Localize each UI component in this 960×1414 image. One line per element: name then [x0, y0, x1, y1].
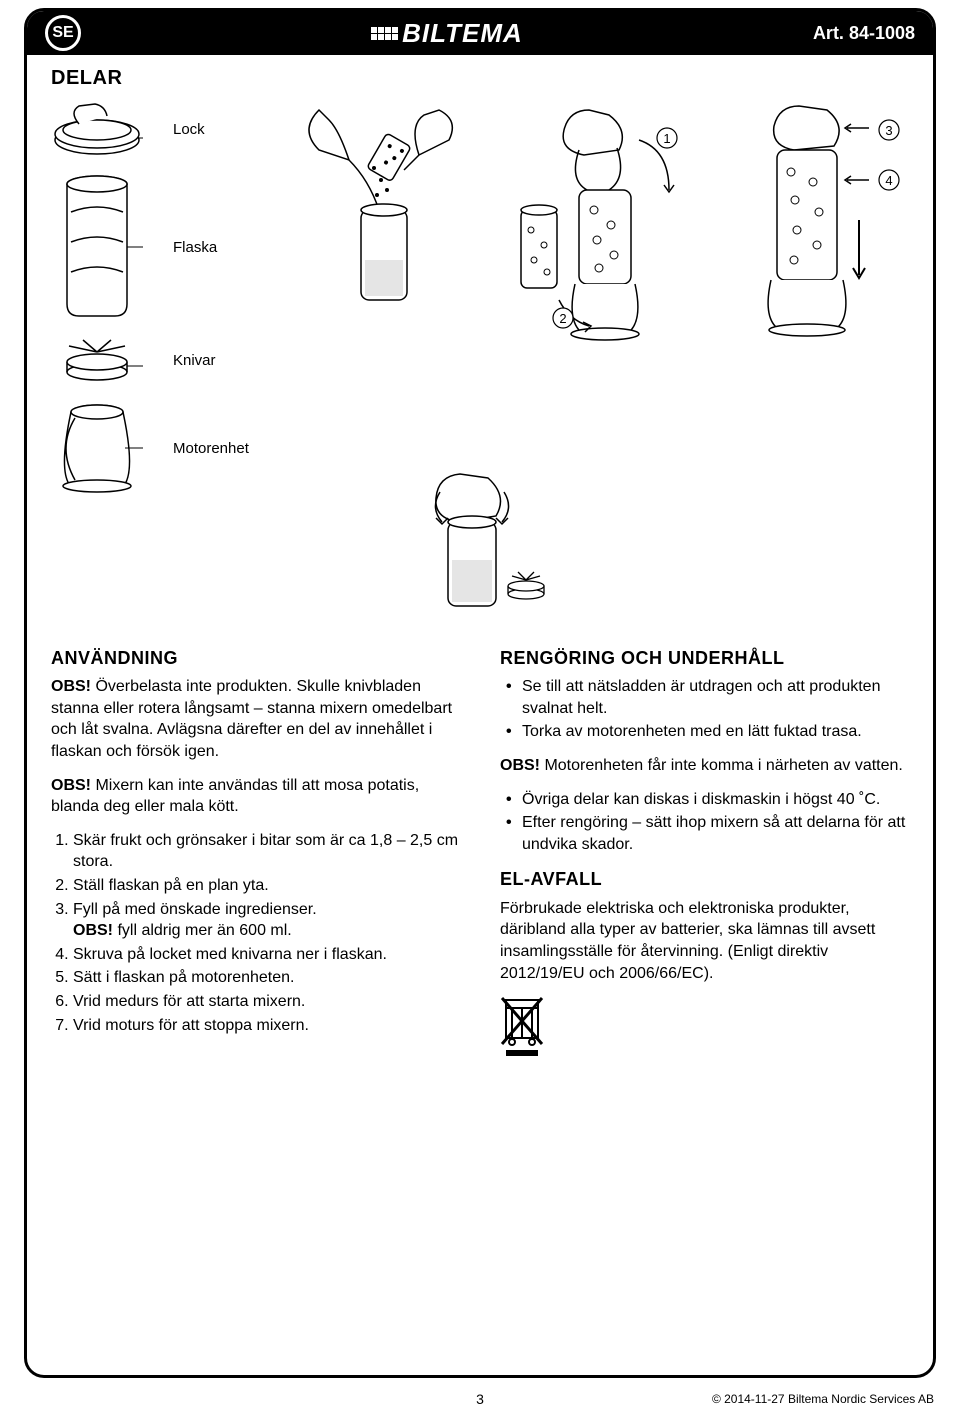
svg-text:3: 3: [885, 123, 892, 138]
step-3: Fyll på med önskade ingredienser.OBS! fy…: [73, 899, 460, 942]
obs2-para: OBS! Mixern kan inte användas till att m…: [51, 775, 460, 818]
flaska-icon: [51, 172, 143, 322]
part-motorenhet-label: Motorenhet: [173, 440, 249, 457]
rengoring-bullets-2: Övriga delar kan diskas i diskmaskin i h…: [500, 789, 909, 856]
step34-illustration: 3 4: [739, 100, 909, 360]
page-content: DELAR Lock: [27, 55, 933, 1080]
obs3-prefix: OBS!: [500, 757, 540, 774]
motorenhet-icon: [51, 398, 143, 498]
elavfall-title: EL-AVFALL: [500, 867, 909, 891]
part-flaska-label: Flaska: [173, 239, 217, 256]
twist-illustration: [400, 468, 560, 618]
left-column: ANVÄNDNING OBS! Överbelasta inte produkt…: [51, 638, 460, 1060]
part-flaska: Flaska: [51, 172, 249, 322]
step-4: Skruva på locket med knivarna ner i flas…: [73, 944, 460, 966]
illustration-column: 1 2: [273, 100, 909, 360]
step12-illustration: 1 2: [509, 100, 709, 360]
article-number: Art. 84-1008: [813, 23, 915, 44]
steps-list: Skär frukt och grönsaker i bitar som är …: [51, 830, 460, 1036]
brand-logo: BILTEMA: [371, 18, 523, 49]
step-7: Vrid moturs för att stoppa mixern.: [73, 1015, 460, 1037]
part-knivar-label: Knivar: [173, 352, 216, 369]
bullet-2b: Efter rengöring – sätt ihop mixern så at…: [500, 812, 909, 855]
bullet-2a: Övriga delar kan diskas i diskmaskin i h…: [500, 789, 909, 811]
anvandning-title: ANVÄNDNING: [51, 646, 460, 670]
obs1-prefix: OBS!: [51, 678, 91, 695]
step-1: Skär frukt och grönsaker i bitar som är …: [73, 830, 460, 873]
svg-text:2: 2: [559, 311, 566, 326]
elavfall-text: Förbrukade elektriska och elektroniska p…: [500, 898, 909, 984]
step3-obs-prefix: OBS!: [73, 922, 113, 939]
step3-obs-text: fyll aldrig mer än 600 ml.: [113, 922, 292, 939]
page-footer: 3 © 2014-11-27 Biltema Nordic Services A…: [0, 1392, 960, 1406]
brand-flag-icon: [371, 27, 398, 40]
obs3-text: Motorenheten får inte komma i närheten a…: [540, 757, 903, 774]
obs1-para: OBS! Överbelasta inte produkten. Skulle …: [51, 676, 460, 762]
knivar-icon: [51, 336, 143, 384]
bullet-1a: Se till att nätsladden är utdragen och a…: [500, 676, 909, 719]
pouring-illustration: [289, 100, 479, 320]
page-header: SE BILTEMA Art. 84-1008: [27, 11, 933, 55]
step-6: Vrid medurs för att starta mixern.: [73, 991, 460, 1013]
part-knivar: Knivar: [51, 336, 249, 384]
obs1-text: Överbelasta inte produkten. Skulle knivb…: [51, 678, 452, 760]
svg-text:4: 4: [885, 173, 892, 188]
rengoring-bullets-1: Se till att nätsladden är utdragen och a…: [500, 676, 909, 743]
copyright-text: © 2014-11-27 Biltema Nordic Services AB: [712, 1392, 934, 1406]
step-5: Sätt i flaskan på motorenheten.: [73, 967, 460, 989]
obs2-prefix: OBS!: [51, 777, 91, 794]
obs3-para: OBS! Motorenheten får inte komma i närhe…: [500, 755, 909, 777]
brand-text: BILTEMA: [402, 18, 523, 49]
language-badge: SE: [45, 15, 81, 51]
obs2-text: Mixern kan inte användas till att mosa p…: [51, 777, 419, 816]
page-frame: SE BILTEMA Art. 84-1008 DELAR Lock: [24, 8, 936, 1378]
two-columns: ANVÄNDNING OBS! Överbelasta inte produkt…: [51, 638, 909, 1060]
bullet-1b: Torka av motorenheten med en lätt fuktad…: [500, 721, 909, 743]
right-column: RENGÖRING OCH UNDERHÅLL Se till att näts…: [500, 638, 909, 1060]
weee-icon: [500, 996, 548, 1060]
svg-text:1: 1: [663, 131, 670, 146]
parts-column: Lock Flaska: [51, 100, 249, 498]
part-lock: Lock: [51, 100, 249, 158]
part-motorenhet: Motorenhet: [51, 398, 249, 498]
section-delar-title: DELAR: [51, 67, 909, 90]
rengoring-title: RENGÖRING OCH UNDERHÅLL: [500, 646, 909, 670]
step-2: Ställ flaskan på en plan yta.: [73, 875, 460, 897]
part-lock-label: Lock: [173, 121, 205, 138]
delar-row: Lock Flaska: [51, 100, 909, 498]
lock-icon: [51, 100, 143, 158]
page-number: 3: [476, 1391, 484, 1407]
